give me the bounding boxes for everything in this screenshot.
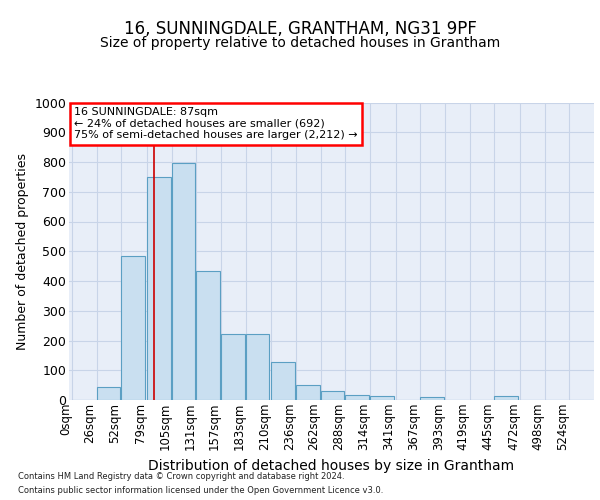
Bar [271, 362, 295, 400]
Bar [296, 385, 320, 400]
Bar [172, 164, 195, 400]
Bar [196, 270, 220, 400]
Bar [420, 397, 444, 400]
Bar [494, 396, 518, 400]
Bar [370, 396, 394, 400]
Text: Contains HM Land Registry data © Crown copyright and database right 2024.: Contains HM Land Registry data © Crown c… [18, 472, 344, 481]
Bar [221, 334, 245, 400]
Text: Contains public sector information licensed under the Open Government Licence v3: Contains public sector information licen… [18, 486, 383, 495]
Bar [97, 386, 120, 400]
X-axis label: Distribution of detached houses by size in Grantham: Distribution of detached houses by size … [148, 458, 515, 472]
Bar [245, 334, 269, 400]
Bar [121, 256, 145, 400]
Text: 16, SUNNINGDALE, GRANTHAM, NG31 9PF: 16, SUNNINGDALE, GRANTHAM, NG31 9PF [124, 20, 476, 38]
Y-axis label: Number of detached properties: Number of detached properties [16, 153, 29, 350]
Bar [345, 394, 369, 400]
Bar [147, 177, 170, 400]
Text: Size of property relative to detached houses in Grantham: Size of property relative to detached ho… [100, 36, 500, 50]
Bar [320, 391, 344, 400]
Text: 16 SUNNINGDALE: 87sqm
← 24% of detached houses are smaller (692)
75% of semi-det: 16 SUNNINGDALE: 87sqm ← 24% of detached … [74, 107, 358, 140]
